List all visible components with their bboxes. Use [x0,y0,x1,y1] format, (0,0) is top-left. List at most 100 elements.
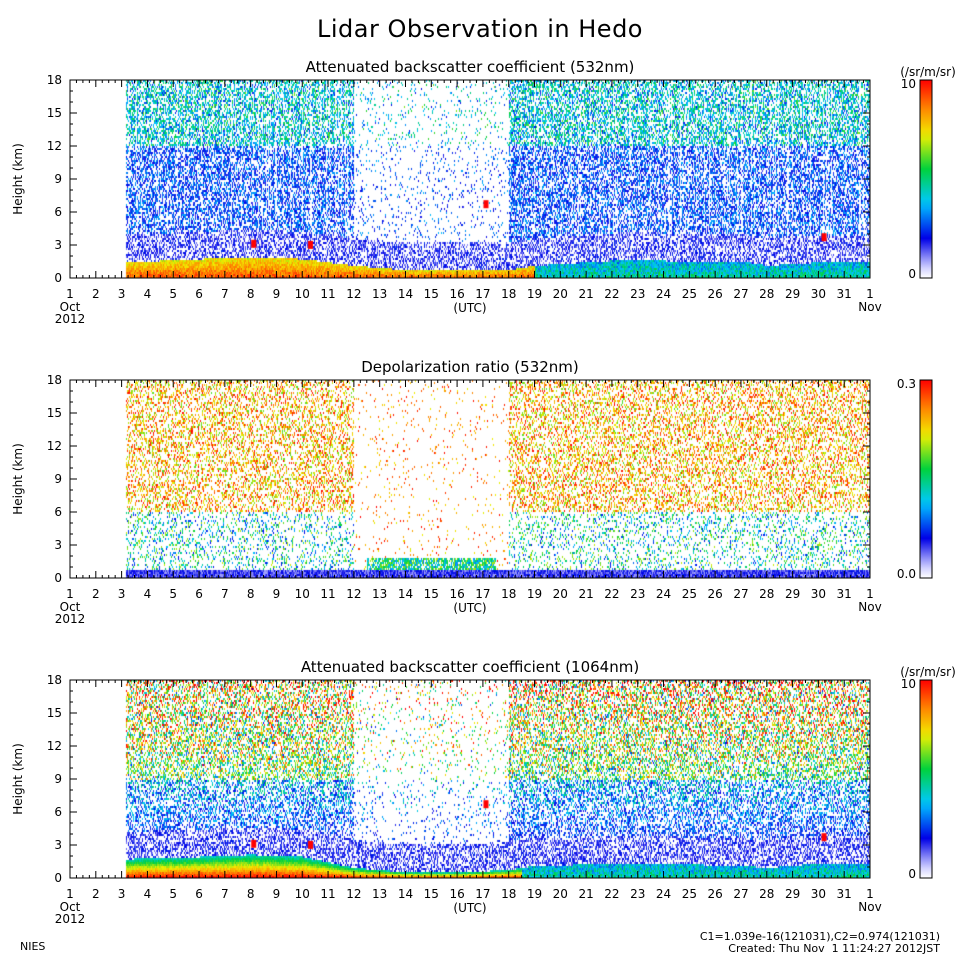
x-year-label: 2012 [55,612,86,626]
x-tick-label: 7 [221,587,229,601]
y-tick-label: 3 [54,838,62,852]
panel-field [70,680,870,878]
footer-created: Created: Thu Nov 1 11:24:27 2012JST [728,942,940,955]
x-tick-label: 13 [372,887,387,901]
x-tick-label: 14 [398,287,413,301]
x-tick-label: 31 [837,587,852,601]
x-month-label: Oct [60,900,81,914]
colorbar-unit-label: (/sr/m/sr) [900,665,956,679]
x-tick-label: 5 [169,287,177,301]
x-tick-label: 18 [501,587,516,601]
colorbar-min-label: 0.0 [897,567,916,581]
panel-field [70,380,870,578]
x-tick-label: 2 [92,587,100,601]
y-tick-label: 6 [54,805,62,819]
colorbar-max-label: 0.3 [897,377,916,391]
figure-title: Lidar Observation in Hedo [317,15,643,43]
x-tick-label: 9 [273,587,281,601]
y-axis-label: Height (km) [11,443,25,514]
colorbar-min-label: 0 [908,867,916,881]
x-tick-label: 4 [144,587,152,601]
x-tick-label: 12 [346,587,361,601]
x-tick-label: 17 [475,287,490,301]
x-tick-label: 24 [656,887,671,901]
x-tick-label: 27 [733,587,748,601]
y-tick-label: 9 [54,172,62,186]
y-tick-label: 12 [47,139,62,153]
panel-2: Depolarization ratio (532nm) Height (km) 0… [11,358,933,626]
x-tick-label: 11 [320,887,335,901]
x-tick-label: 26 [708,887,723,901]
x-tick-label: 18 [501,887,516,901]
x-tick-label: 4 [144,887,152,901]
y-tick-label: 15 [47,106,62,120]
x-tick-label: 22 [604,587,619,601]
x-tick-label: 5 [169,587,177,601]
x-tick-label: 13 [372,587,387,601]
x-tick-label: 27 [733,887,748,901]
x-tick-label: 21 [578,287,593,301]
x-month-label: Oct [60,300,81,314]
x-tick-label: 15 [424,887,439,901]
x-tick-label: 3 [118,887,126,901]
x-year-label: 2012 [55,912,86,926]
x-tick-label: 28 [759,287,774,301]
x-tick-label: 22 [604,887,619,901]
x-tick-label: 25 [682,587,697,601]
x-tick-label: 31 [837,287,852,301]
y-axis-label: Height (km) [11,743,25,814]
x-tick-label: 16 [449,587,464,601]
x-tick-label: 1 [866,587,874,601]
x-tick-label: 28 [759,887,774,901]
x-year-label: 2012 [55,312,86,326]
x-tick-label: 2 [92,887,100,901]
colorbar [919,679,933,879]
x-tick-label: 10 [295,887,310,901]
x-tick-label: 15 [424,287,439,301]
x-tick-label: 13 [372,287,387,301]
y-tick-label: 15 [47,706,62,720]
colorbar-min-label: 0 [908,267,916,281]
colorbar [919,379,933,579]
x-tick-label: 9 [273,887,281,901]
colorbar-max-label: 10 [901,677,916,691]
panel-title: Attenuated backscatter coefficient (532n… [306,58,635,76]
x-tick-label: 17 [475,587,490,601]
x-tick-label: 11 [320,587,335,601]
x-tick-label: 23 [630,587,645,601]
x-tick-label: 1 [66,587,74,601]
y-tick-label: 6 [54,505,62,519]
y-tick-label: 9 [54,472,62,486]
x-end-month-label: Nov [858,300,881,314]
x-axis-label: (UTC) [453,601,486,615]
x-tick-label: 3 [118,287,126,301]
x-tick-label: 6 [195,587,203,601]
y-tick-label: 0 [54,871,62,885]
x-tick-label: 31 [837,887,852,901]
x-tick-label: 22 [604,287,619,301]
x-tick-label: 14 [398,887,413,901]
x-tick-label: 25 [682,287,697,301]
x-tick-label: 23 [630,287,645,301]
x-end-month-label: Nov [858,900,881,914]
x-tick-label: 12 [346,887,361,901]
x-end-month-label: Nov [858,600,881,614]
x-tick-label: 30 [811,587,826,601]
x-tick-label: 8 [247,287,255,301]
x-tick-label: 7 [221,287,229,301]
x-tick-label: 1 [66,887,74,901]
x-tick-label: 27 [733,287,748,301]
x-tick-label: 1 [866,887,874,901]
x-tick-label: 5 [169,887,177,901]
x-tick-label: 30 [811,887,826,901]
x-tick-label: 10 [295,287,310,301]
y-tick-label: 15 [47,406,62,420]
x-tick-label: 21 [578,887,593,901]
x-tick-label: 7 [221,887,229,901]
x-tick-label: 6 [195,887,203,901]
x-tick-label: 30 [811,287,826,301]
x-tick-label: 20 [553,587,568,601]
x-axis-label: (UTC) [453,901,486,915]
x-tick-label: 18 [501,287,516,301]
